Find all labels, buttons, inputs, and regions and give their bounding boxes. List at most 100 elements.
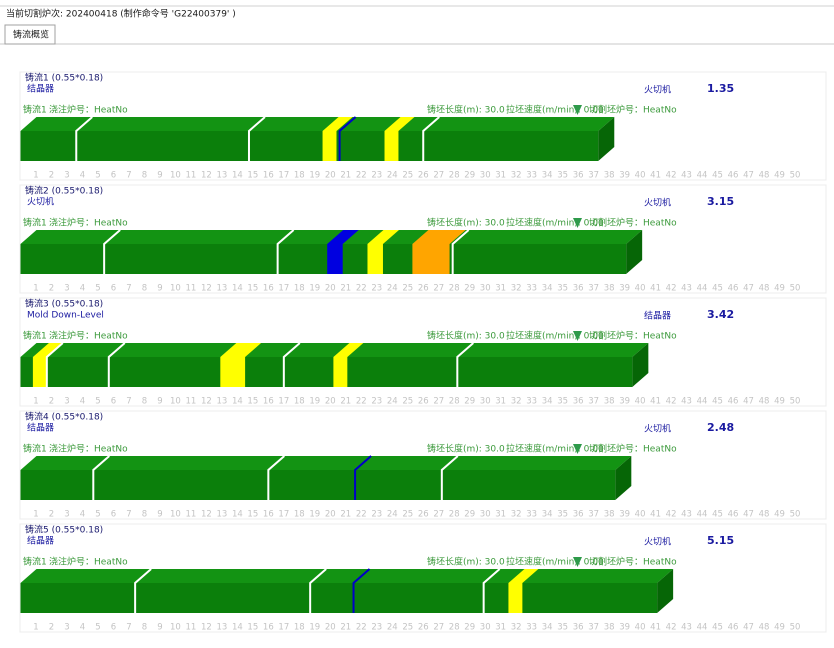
scale-label: 24: [387, 397, 398, 407]
info-field: 铸流1: [23, 217, 47, 229]
scale-label: 35: [557, 397, 568, 407]
info-field: 切割坯炉号：HeatNo: [589, 330, 677, 342]
scale-label: 34: [542, 284, 553, 294]
scale-label: 40: [635, 623, 646, 633]
scale-label: 45: [712, 510, 723, 520]
block-front: [333, 357, 348, 387]
speed-indicator: [573, 218, 582, 228]
block-front: [508, 583, 523, 613]
joint-line: [45, 342, 64, 387]
scale-label: 2: [49, 397, 54, 407]
scale-label: 31: [495, 284, 506, 294]
scale-label: 8: [142, 397, 147, 407]
scale-label: 24: [387, 510, 398, 520]
scale-label: 21: [340, 284, 351, 294]
scale-label: 36: [573, 397, 584, 407]
joint-line: [422, 116, 440, 161]
scale-label: 16: [263, 623, 274, 633]
block-top: [322, 117, 353, 131]
scale-label: 21: [340, 397, 351, 407]
scale-label: 35: [557, 171, 568, 181]
scale-label: 22: [356, 397, 367, 407]
scale-label: 18: [294, 623, 305, 633]
scale-label: 11: [185, 397, 196, 407]
tab[interactable]: [4, 24, 56, 45]
scale-label: 3: [64, 284, 69, 294]
scale-label: 40: [635, 510, 646, 520]
scale-label: 33: [526, 171, 537, 181]
joint-line: [451, 229, 470, 274]
scale-label: 43: [681, 510, 692, 520]
scale-label: 47: [743, 284, 754, 294]
scale-label: 40: [635, 397, 646, 407]
info-field: 切割坯炉号：HeatNo: [589, 217, 677, 229]
scale-label: 22: [356, 284, 367, 294]
scale-label: 25: [402, 510, 413, 520]
scale-label: 9: [157, 171, 162, 181]
scale-label: 39: [619, 284, 630, 294]
info-field: 铸流1: [23, 556, 47, 568]
scale-label: 22: [356, 623, 367, 633]
scale-label: 20: [325, 284, 336, 294]
block-top: [32, 343, 63, 357]
scale-label: 31: [495, 623, 506, 633]
strand-front: [20, 357, 633, 387]
block-front: [220, 357, 246, 387]
scale-label: 27: [433, 510, 444, 520]
scale-label: 35: [557, 284, 568, 294]
strand-front: [20, 583, 658, 613]
scale-label: 14: [232, 510, 243, 520]
scale-label: 15: [247, 623, 258, 633]
scale-label: 36: [573, 623, 584, 633]
right-state: 火切机: [644, 536, 671, 548]
tab-label[interactable]: 铸流概览: [13, 29, 49, 41]
scale-label: 39: [619, 623, 630, 633]
joint-line: [75, 116, 93, 161]
scale-label: 47: [743, 397, 754, 407]
scale-label: 40: [635, 171, 646, 181]
strand-front: [20, 244, 627, 274]
block-top: [384, 117, 415, 131]
scale-label: 49: [774, 171, 785, 181]
scale-label: 10: [170, 171, 181, 181]
scale-label: 36: [573, 284, 584, 294]
scale-label: 29: [464, 284, 475, 294]
joint-line: [134, 568, 152, 613]
scale-label: 37: [588, 623, 599, 633]
left-state: 结晶器: [27, 422, 54, 434]
panel-border: [19, 184, 827, 294]
scale-label: 2: [49, 510, 54, 520]
scale-label: 23: [371, 397, 382, 407]
scale-label: 30: [480, 171, 491, 181]
scale-label: 43: [681, 284, 692, 294]
scale-label: 39: [619, 171, 630, 181]
scale-label: 41: [650, 284, 661, 294]
info-field: 铸坯长度(m): 30.0: [427, 556, 505, 568]
scale-label: 12: [201, 171, 212, 181]
scale-label: 5: [95, 171, 100, 181]
scale-label: 15: [247, 510, 258, 520]
scale-label: 32: [511, 397, 522, 407]
panel-border: [19, 71, 827, 181]
strand-top: [20, 117, 615, 131]
position-line: [352, 568, 371, 613]
scale-label: 42: [666, 623, 677, 633]
strand-front: [20, 131, 599, 161]
scale-label: 48: [759, 510, 770, 520]
strand-value: 3.15: [707, 195, 734, 208]
scale-label: 16: [263, 510, 274, 520]
scale-label: 25: [402, 623, 413, 633]
scale-label: 31: [495, 171, 506, 181]
scale-label: 41: [650, 510, 661, 520]
right-state: 结晶器: [644, 310, 671, 322]
strand-top: [20, 343, 649, 357]
scale-label: 47: [743, 171, 754, 181]
speed-indicator: [573, 331, 582, 341]
joint-line: [103, 229, 121, 274]
scale-label: 33: [526, 397, 537, 407]
position-line: [354, 455, 372, 500]
scale-label: 29: [464, 623, 475, 633]
scale-label: 11: [185, 510, 196, 520]
scale-label: 1: [33, 171, 38, 181]
scale-label: 25: [402, 284, 413, 294]
